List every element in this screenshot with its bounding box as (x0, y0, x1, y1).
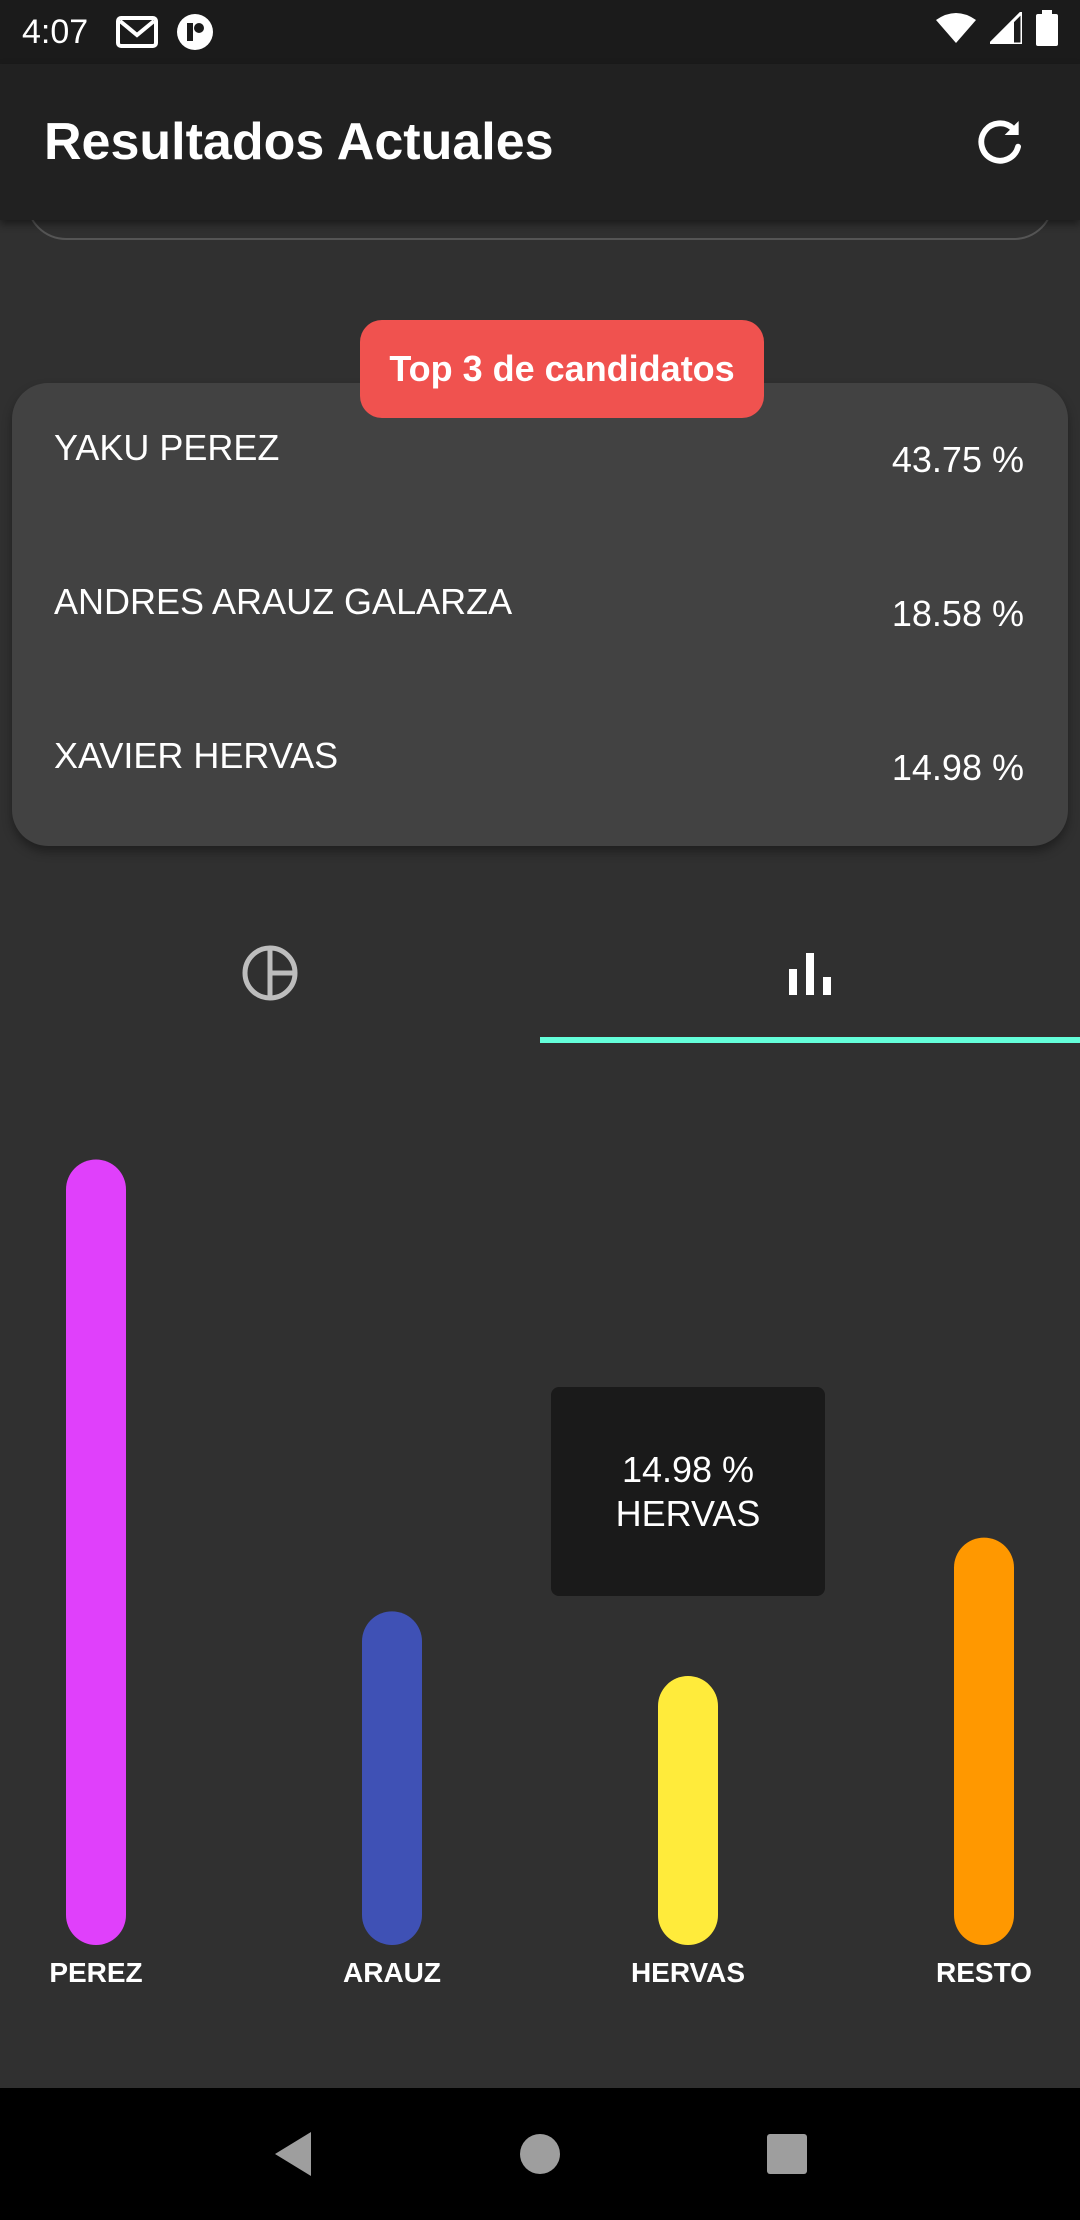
candidate-row: XAVIER HERVAS 14.98 % (54, 735, 1024, 815)
candidate-name: YAKU PEREZ (54, 427, 280, 468)
refresh-button[interactable] (964, 106, 1036, 178)
navigation-bar (0, 2088, 1080, 2220)
refresh-icon (978, 120, 1021, 164)
top3-card: YAKU PEREZ 43.75 % ANDRES ARAUZ GALARZA … (12, 383, 1068, 846)
bar-label-hervas: HERVAS (630, 1957, 746, 1988)
tab-indicator (540, 1037, 1080, 1043)
candidate-name: ANDRES ARAUZ GALARZA (54, 581, 513, 622)
candidate-row: YAKU PEREZ 43.75 % (54, 427, 1024, 507)
battery-icon (1036, 9, 1058, 55)
tooltip-value: 14.98 % (621, 1448, 755, 1490)
pie-chart-icon (242, 945, 298, 1000)
tooltip-label: HERVAS (615, 1492, 761, 1534)
bar-chart-icon (789, 952, 831, 995)
bar-hervas[interactable] (658, 1676, 718, 1945)
tab-bar-chart[interactable] (540, 900, 1080, 1045)
candidate-percent: 43.75 % (891, 439, 1024, 480)
candidate-name: XAVIER HERVAS (54, 735, 339, 776)
bar-chart (66, 1159, 1014, 1945)
back-button[interactable] (253, 2114, 333, 2194)
gmail-icon (116, 15, 159, 49)
app-notification-icon (176, 13, 214, 51)
candidate-row: ANDRES ARAUZ GALARZA 18.58 % (54, 581, 1024, 661)
signal-icon (986, 7, 1024, 53)
candidate-percent: 18.58 % (891, 593, 1024, 634)
app-bar: Resultados Actuales (0, 64, 1080, 220)
status-time: 4:07 (22, 12, 89, 51)
bar-label-arauz: ARAUZ (343, 1957, 441, 1988)
bar-arauz[interactable] (362, 1611, 422, 1945)
home-icon (519, 2134, 560, 2174)
recents-icon (766, 2134, 807, 2174)
candidate-percent: 14.98 % (891, 747, 1024, 788)
top3-badge: Top 3 de candidatos (360, 320, 764, 418)
page-title: Resultados Actuales (44, 113, 554, 171)
chart-tabs (0, 900, 1080, 1045)
bar-resto[interactable] (954, 1537, 1014, 1945)
bar-label-resto: RESTO (936, 1957, 1032, 1988)
home-button[interactable] (500, 2114, 580, 2194)
wifi-icon (936, 12, 976, 53)
bar-perez[interactable] (66, 1159, 126, 1945)
recents-button[interactable] (747, 2114, 827, 2194)
status-bar: 4:07 (0, 0, 1080, 64)
tab-pie-chart[interactable] (0, 900, 540, 1045)
chart-tooltip: 14.98 % HERVAS (551, 1387, 825, 1596)
back-icon (275, 2132, 312, 2176)
bar-label-perez: PEREZ (49, 1957, 143, 1988)
